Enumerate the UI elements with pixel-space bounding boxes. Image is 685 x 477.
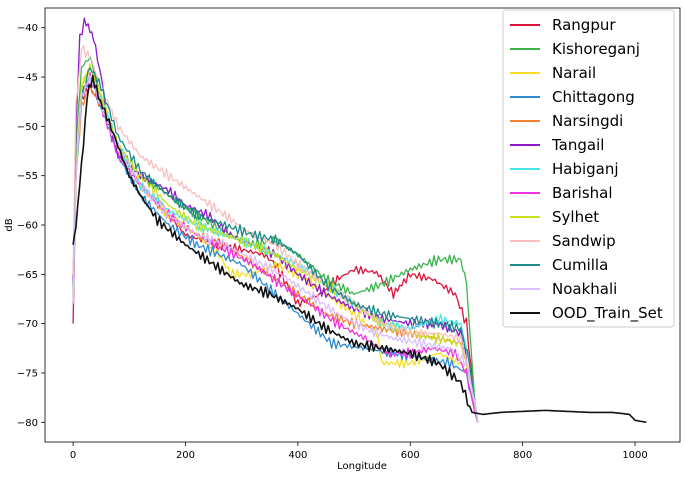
legend-label: Sylhet xyxy=(552,208,599,226)
y-tick-label: −55 xyxy=(17,171,38,182)
y-tick-label: −80 xyxy=(17,418,38,429)
legend-label: Barishal xyxy=(552,184,613,202)
y-tick-label: −40 xyxy=(17,23,38,34)
x-axis-ticks: 0 200 400 600 800 1000 xyxy=(70,442,648,461)
legend-label: Tangail xyxy=(551,136,604,154)
x-tick-label: 200 xyxy=(176,450,195,461)
y-tick-label: −50 xyxy=(17,122,38,133)
y-tick-label: −65 xyxy=(17,270,38,281)
legend-label: Habiganj xyxy=(552,160,619,178)
y-tick-label: −45 xyxy=(17,73,38,84)
series-line-cumilla xyxy=(72,67,479,423)
series-line-sandwip xyxy=(72,45,479,423)
x-tick-label: 800 xyxy=(513,450,532,461)
x-tick-label: 0 xyxy=(70,450,76,461)
y-tick-label: −75 xyxy=(17,368,38,379)
x-axis-label: Longitude xyxy=(337,461,387,472)
x-tick-label: 1000 xyxy=(622,450,647,461)
legend-label: Narsingdi xyxy=(552,112,623,130)
series-line-barishal xyxy=(72,72,479,423)
legend-box xyxy=(502,9,675,328)
legend-label: Chittagong xyxy=(552,88,635,106)
legend-label: Rangpur xyxy=(552,16,616,34)
legend-label: Kishoreganj xyxy=(552,40,640,58)
y-axis-label: dB xyxy=(4,218,15,231)
series-lines xyxy=(72,17,647,424)
y-tick-label: −60 xyxy=(17,221,38,232)
y-axis-ticks: −40 −45 −50 −55 −60 −65 −70 −75 −80 xyxy=(17,23,45,429)
x-tick-label: 400 xyxy=(288,450,307,461)
legend: Rangpur Kishoreganj Narail Chittagong Narsin… xyxy=(502,9,675,328)
x-tick-label: 600 xyxy=(401,450,420,461)
legend-label: OOD_Train_Set xyxy=(552,304,663,323)
y-tick-label: −70 xyxy=(17,319,38,330)
legend-label: Noakhali xyxy=(552,280,617,298)
series-line-noakhali xyxy=(72,74,479,423)
legend-label: Narail xyxy=(552,64,596,82)
series-line-ood-train-set xyxy=(72,74,647,424)
legend-label: Cumilla xyxy=(552,256,608,274)
legend-label: Sandwip xyxy=(552,232,616,250)
